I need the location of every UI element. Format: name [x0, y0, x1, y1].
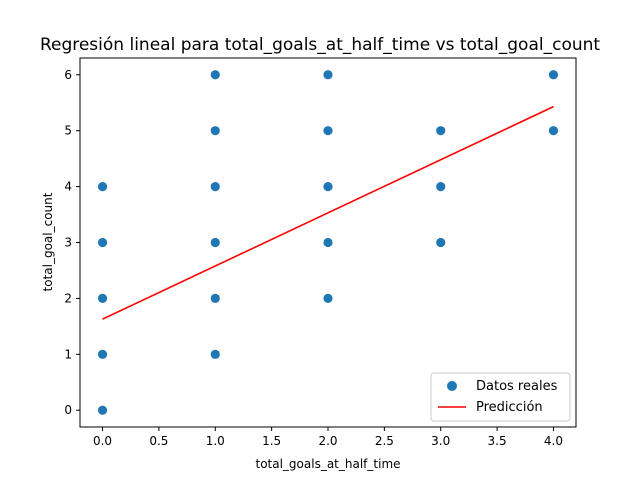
datos-reales-series [97, 70, 559, 415]
data-point [97, 293, 108, 304]
y-axis-label: total_goal_count [41, 192, 55, 291]
chart-title: Regresión lineal para total_goals_at_hal… [40, 35, 600, 55]
data-point [210, 70, 220, 80]
y-axis-ticks: 0 1 2 3 4 5 6 [64, 68, 80, 417]
legend-label-prediccion: Predicción [476, 400, 543, 415]
prediction-line [102, 105, 554, 320]
plot-area [97, 70, 559, 415]
data-point [323, 126, 333, 136]
data-point [97, 405, 108, 415]
x-tick-label: 4.0 [544, 434, 563, 448]
x-tick-label: 2.0 [318, 434, 337, 448]
x-tick-label: 2.5 [375, 434, 394, 448]
y-tick-label: 4 [64, 180, 72, 194]
legend-marker-datos-reales [447, 381, 457, 391]
data-point [210, 181, 220, 192]
data-point [323, 237, 333, 248]
data-point [97, 349, 108, 359]
y-tick-label: 6 [64, 68, 72, 82]
data-point [323, 70, 333, 80]
data-point [436, 237, 446, 248]
x-tick-label: 1.5 [262, 434, 281, 448]
data-point [548, 126, 559, 136]
data-point [436, 181, 446, 192]
data-point [210, 293, 220, 304]
y-tick-label: 2 [64, 291, 72, 305]
x-axis-ticks: 0.0 0.5 1.0 1.5 2.0 2.5 3.0 3.5 4.0 [93, 427, 563, 448]
x-tick-label: 3.5 [488, 434, 507, 448]
data-point [97, 181, 108, 192]
y-tick-label: 5 [64, 124, 72, 138]
x-tick-label: 0.0 [93, 434, 112, 448]
data-point [210, 237, 220, 248]
x-tick-label: 1.0 [206, 434, 225, 448]
legend: Datos reales Predicción [430, 372, 571, 422]
legend-box [430, 372, 571, 422]
y-tick-label: 3 [64, 236, 72, 250]
data-point [323, 293, 333, 304]
x-axis-label: total_goals_at_half_time [255, 457, 400, 471]
y-tick-label: 0 [64, 403, 72, 417]
x-tick-label: 3.0 [431, 434, 450, 448]
y-tick-label: 1 [64, 347, 72, 361]
legend-label-datos-reales: Datos reales [476, 379, 558, 394]
data-point [210, 126, 220, 136]
data-point [210, 349, 220, 359]
prediction-series [102, 105, 554, 320]
data-point [323, 181, 333, 192]
data-point [436, 126, 446, 136]
data-point [548, 70, 559, 80]
x-tick-label: 0.5 [149, 434, 168, 448]
data-point [97, 237, 108, 248]
